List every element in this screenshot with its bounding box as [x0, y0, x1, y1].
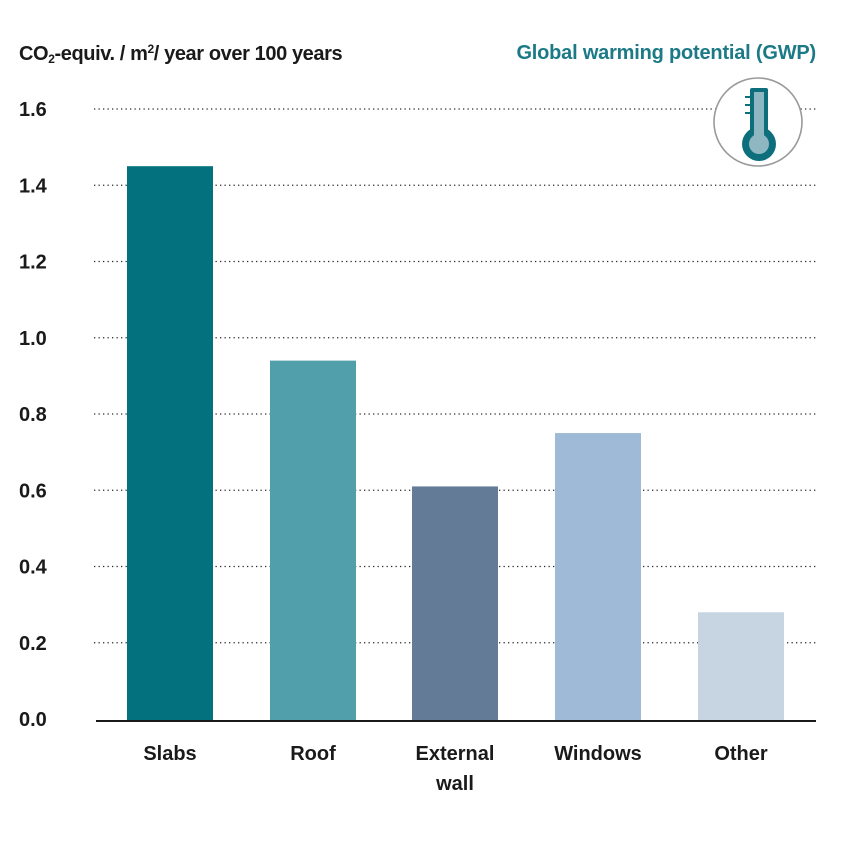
x-category-label: Other: [714, 743, 768, 765]
x-category-label: Slabs: [143, 743, 196, 765]
x-category-label: External: [416, 743, 495, 765]
chart-title: Global warming potential (GWP): [516, 42, 816, 64]
y-tick-label: 1.4: [19, 175, 48, 197]
bar-slabs: [127, 166, 213, 721]
y-axis-title: CO2-equiv. / m2/ year over 100 years: [19, 42, 343, 66]
thermometer-icon: [713, 77, 803, 167]
x-category-label: wall: [435, 773, 474, 795]
y-tick-label: 0.4: [19, 557, 48, 579]
y-tick-label: 1.2: [19, 252, 47, 274]
x-category-label: Windows: [554, 743, 642, 765]
bar-other: [698, 612, 784, 721]
y-tick-label: 0.0: [19, 709, 47, 731]
x-category-label: Roof: [290, 743, 336, 765]
bar-roof: [270, 360, 356, 721]
y-tick-label: 0.6: [19, 480, 47, 502]
bar-external-wall: [412, 486, 498, 721]
y-tick-label: 0.8: [19, 404, 47, 426]
y-tick-label: 1.6: [19, 99, 47, 121]
y-tick-label: 1.0: [19, 328, 47, 350]
y-tick-label: 0.2: [19, 633, 47, 655]
bar-windows: [555, 433, 641, 721]
